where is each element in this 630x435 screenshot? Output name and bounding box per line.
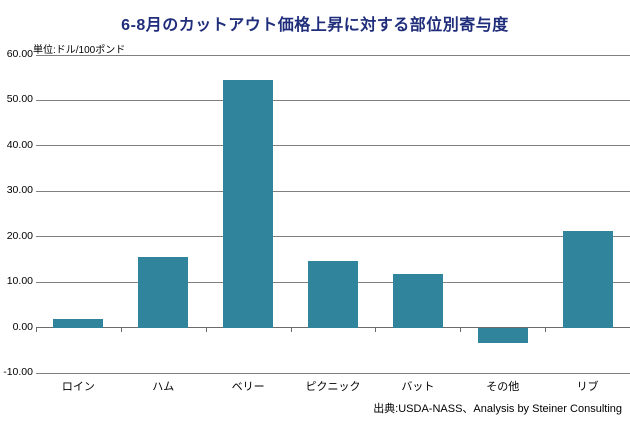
x-axis-tick xyxy=(290,327,292,332)
x-axis-tick xyxy=(460,327,462,332)
y-axis-tick-label: 20.00 xyxy=(6,229,33,242)
x-axis-category-label: ピクニック xyxy=(305,381,361,393)
gridline xyxy=(36,372,630,374)
x-axis-tick xyxy=(545,327,547,332)
y-axis-tick-label: 0.00 xyxy=(12,320,33,333)
y-axis-tick-label: 60.00 xyxy=(6,48,33,60)
x-axis-tick xyxy=(120,327,122,332)
y-axis-tick-label: 10.00 xyxy=(6,275,33,288)
x-axis-tick xyxy=(36,327,37,332)
x-axis-category-label: ハム xyxy=(152,381,175,393)
x-axis-tick xyxy=(375,327,377,332)
y-axis-tick-label: 30.00 xyxy=(6,184,33,197)
bar xyxy=(223,79,274,328)
unit-label: 単位:ドル/100ポンド xyxy=(33,45,126,56)
chart-title: 6-8月のカットアウト価格上昇に対する部位別寄与度 xyxy=(121,17,509,34)
bar xyxy=(392,273,443,328)
x-axis-category-label: その他 xyxy=(486,381,520,393)
y-axis-tick-label: -10.00 xyxy=(3,366,33,378)
gridline xyxy=(36,99,630,101)
bar xyxy=(308,260,358,328)
gridline xyxy=(36,236,630,238)
x-axis-tick xyxy=(205,327,207,332)
zero-axis-line xyxy=(36,327,630,329)
y-axis-tick-label: 50.00 xyxy=(6,93,33,106)
x-axis-category-label: リブ xyxy=(576,381,599,393)
gridline xyxy=(36,145,630,147)
x-axis-category-label: バット xyxy=(401,381,435,393)
bar xyxy=(138,257,189,328)
gridline xyxy=(36,54,630,56)
bar xyxy=(562,230,613,328)
source-note: 出典:USDA-NASS、Analysis by Steiner Consult… xyxy=(373,403,622,415)
gridline xyxy=(36,190,630,192)
bar xyxy=(477,327,528,344)
bar xyxy=(53,319,104,328)
x-axis-category-label: ベリー xyxy=(231,381,265,393)
x-axis-category-label: ロイン xyxy=(61,381,95,393)
y-axis-tick-label: 40.00 xyxy=(6,138,33,151)
